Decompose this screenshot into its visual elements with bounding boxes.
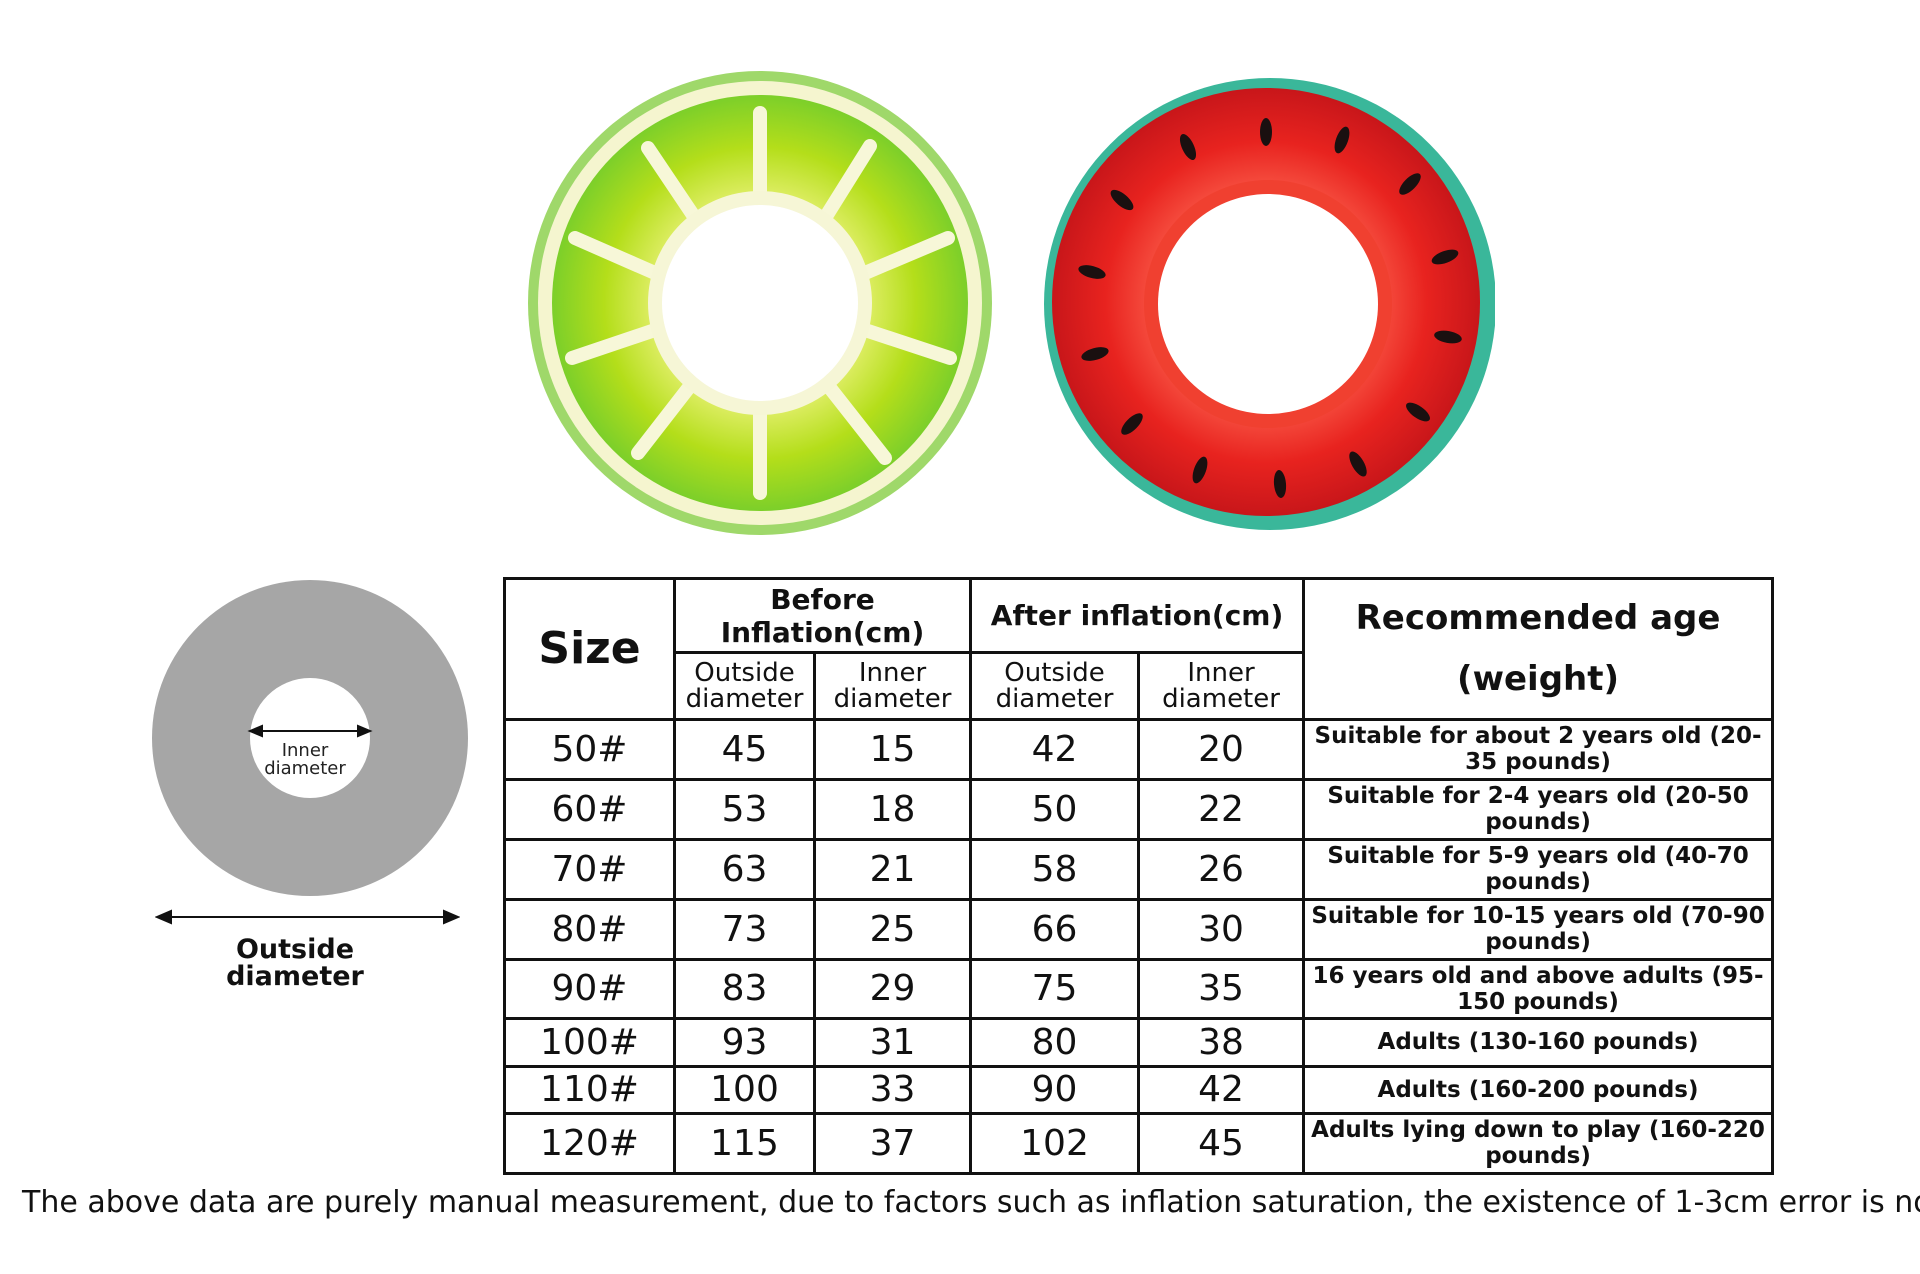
outside-diameter-arrow-icon [155,909,460,925]
table-row: 60# 53 18 50 22 Suitable for 2-4 years old (2… [503,777,1775,841]
cell-after-outside: 75 [969,957,1141,1021]
table-row: 120# 115 37 102 45 Adults lying down to play … [503,1111,1775,1176]
ring-size-diagram [152,580,468,896]
table-row: 70# 63 21 58 26 Suitable for 5-9 years old (4… [503,837,1775,901]
recommended-age-header: Recommended age (weight) [1302,577,1775,721]
cell-age: Adults (130-160 pounds) [1302,1017,1775,1068]
cell-after-inner: 45 [1137,1111,1306,1176]
cell-age: Adults (160-200 pounds) [1302,1064,1775,1115]
table-row: 110# 100 33 90 42 Adults (160-200 pounds) [503,1064,1775,1115]
inner-diameter-arrow-icon [247,724,373,738]
inner-diameter-label: Inner diameter [264,740,346,779]
size-header: Size [503,577,676,721]
cell-after-outside: 58 [969,837,1141,901]
cell-size: 90# [503,957,676,1021]
table-row: 80# 73 25 66 30 Suitable for 10-15 years old … [503,897,1775,961]
cell-size: 70# [503,837,676,901]
cell-before-outside: 83 [673,957,816,1021]
cell-after-inner: 22 [1137,777,1306,841]
cell-after-inner: 35 [1137,957,1306,1021]
cell-after-inner: 20 [1137,717,1306,781]
cell-before-outside: 100 [673,1064,816,1115]
cell-before-outside: 73 [673,897,816,961]
cell-size: 50# [503,717,676,781]
cell-age: Suitable for about 2 years old (20-35 po… [1302,717,1775,781]
cell-before-inner: 29 [812,957,973,1021]
size-table: Size Before Inflation(cm) After inflatio… [503,576,1775,1176]
table-row: 50# 45 15 42 20 Suitable for about 2 years ol… [503,717,1775,781]
cell-before-inner: 31 [812,1017,973,1068]
cell-after-inner: 30 [1137,897,1306,961]
before-inflation-header: Before Inflation(cm) [672,576,973,655]
cell-size: 120# [503,1111,676,1176]
after-inner-header: Inner diameter [1137,651,1306,721]
cell-after-outside: 50 [969,777,1141,841]
cell-after-outside: 42 [969,717,1141,781]
after-outside-header: Outside diameter [969,651,1141,721]
after-inflation-header: After inflation(cm) [969,576,1306,655]
cell-before-outside: 45 [673,717,816,781]
cell-size: 110# [503,1064,676,1115]
cell-after-outside: 66 [969,897,1141,961]
cell-before-inner: 37 [812,1111,973,1176]
cell-size: 60# [503,777,676,841]
cell-age: Suitable for 10-15 years old (70-90 poun… [1302,897,1775,961]
cell-age: 16 years old and above adults (95-150 po… [1302,957,1775,1021]
before-inner-header: Inner diameter [812,651,973,721]
lemon-slice-swim-ring-icon [528,71,992,535]
cell-before-inner: 18 [812,777,973,841]
table-header-row: Size Before Inflation(cm) After inflatio… [503,576,1775,721]
cell-size: 100# [503,1017,676,1068]
cell-before-inner: 33 [812,1064,973,1115]
cell-before-outside: 53 [673,777,816,841]
cell-after-outside: 102 [969,1111,1141,1176]
cell-size: 80# [503,897,676,961]
cell-after-outside: 80 [969,1017,1141,1068]
cell-before-outside: 115 [673,1111,816,1176]
cell-after-outside: 90 [969,1064,1141,1115]
table-row: 100# 93 31 80 38 Adults (130-160 pounds) [503,1017,1775,1068]
outside-diameter-label: Outside diameter [226,934,364,992]
table-subheader-row: Outside diameter Inner diameter Outside … [505,651,1773,721]
diagram-hole-shape [250,678,370,798]
cell-age: Adults lying down to play (160-220 pound… [1302,1111,1775,1176]
cell-before-inner: 15 [812,717,973,781]
before-outside-header: Outside diameter [673,651,816,721]
cell-before-inner: 25 [812,897,973,961]
watermelon-swim-ring-icon [1044,78,1495,530]
cell-after-inner: 26 [1137,837,1306,901]
cell-after-inner: 42 [1137,1064,1306,1115]
cell-before-outside: 93 [673,1017,816,1068]
table-row: 90# 83 29 75 35 16 years old and above adults… [503,957,1775,1021]
cell-before-inner: 21 [812,837,973,901]
cell-before-outside: 63 [673,837,816,901]
cell-age: Suitable for 2-4 years old (20-50 pounds… [1302,777,1775,841]
cell-age: Suitable for 5-9 years old (40-70 pounds… [1302,837,1775,901]
measurement-footnote: The above data are purely manual measure… [22,1185,1920,1220]
cell-after-inner: 38 [1137,1017,1306,1068]
